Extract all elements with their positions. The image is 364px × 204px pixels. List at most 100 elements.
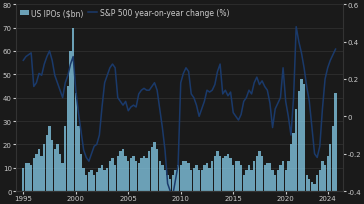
- Bar: [169, 180, 171, 191]
- Bar: [182, 161, 185, 191]
- Bar: [190, 170, 193, 191]
- Bar: [318, 170, 321, 191]
- Bar: [324, 166, 326, 191]
- Bar: [201, 170, 203, 191]
- Bar: [292, 133, 295, 191]
- Bar: [64, 126, 67, 191]
- Bar: [245, 170, 248, 191]
- Bar: [109, 161, 111, 191]
- Bar: [187, 163, 190, 191]
- Bar: [279, 166, 282, 191]
- Bar: [282, 161, 284, 191]
- Bar: [130, 159, 132, 191]
- Bar: [332, 126, 334, 191]
- Bar: [261, 156, 263, 191]
- Bar: [161, 166, 163, 191]
- Bar: [209, 168, 211, 191]
- Bar: [124, 156, 127, 191]
- Bar: [203, 166, 206, 191]
- Bar: [248, 166, 250, 191]
- Bar: [90, 170, 93, 191]
- Bar: [240, 166, 242, 191]
- Bar: [38, 149, 40, 191]
- Bar: [143, 156, 145, 191]
- Bar: [25, 163, 27, 191]
- Bar: [216, 152, 219, 191]
- Bar: [96, 173, 98, 191]
- Bar: [219, 156, 221, 191]
- Bar: [222, 159, 224, 191]
- Bar: [227, 154, 229, 191]
- Bar: [80, 154, 82, 191]
- Bar: [237, 161, 240, 191]
- Bar: [156, 149, 158, 191]
- Bar: [62, 163, 64, 191]
- Bar: [214, 156, 216, 191]
- Bar: [101, 166, 103, 191]
- Bar: [140, 159, 143, 191]
- Bar: [250, 170, 253, 191]
- Bar: [135, 161, 137, 191]
- Bar: [146, 159, 148, 191]
- Bar: [321, 161, 324, 191]
- Bar: [177, 166, 179, 191]
- Bar: [33, 159, 35, 191]
- Bar: [116, 156, 119, 191]
- Bar: [274, 175, 276, 191]
- Bar: [290, 145, 292, 191]
- Bar: [159, 161, 161, 191]
- Bar: [132, 156, 135, 191]
- Bar: [40, 156, 43, 191]
- Bar: [114, 166, 116, 191]
- Bar: [119, 152, 122, 191]
- Bar: [27, 163, 30, 191]
- Bar: [164, 170, 166, 191]
- Bar: [303, 84, 305, 191]
- Bar: [316, 175, 318, 191]
- Bar: [305, 175, 308, 191]
- Bar: [56, 145, 59, 191]
- Bar: [258, 152, 261, 191]
- Bar: [77, 126, 80, 191]
- Bar: [48, 126, 51, 191]
- Bar: [224, 156, 226, 191]
- Bar: [266, 163, 269, 191]
- Bar: [22, 168, 24, 191]
- Bar: [72, 29, 74, 191]
- Bar: [313, 184, 316, 191]
- Bar: [311, 182, 313, 191]
- Bar: [151, 147, 153, 191]
- Bar: [111, 159, 114, 191]
- Bar: [264, 166, 266, 191]
- Bar: [287, 161, 289, 191]
- Bar: [308, 180, 310, 191]
- Bar: [166, 175, 169, 191]
- Bar: [206, 163, 208, 191]
- Bar: [253, 161, 256, 191]
- Bar: [148, 152, 150, 191]
- Bar: [46, 135, 48, 191]
- Bar: [153, 142, 156, 191]
- Bar: [174, 170, 177, 191]
- Bar: [103, 170, 106, 191]
- Bar: [30, 166, 32, 191]
- Bar: [127, 161, 130, 191]
- Bar: [67, 86, 69, 191]
- Bar: [106, 168, 108, 191]
- Bar: [75, 94, 77, 191]
- Bar: [172, 175, 174, 191]
- Bar: [185, 161, 187, 191]
- Bar: [93, 175, 95, 191]
- Bar: [232, 166, 234, 191]
- Bar: [198, 170, 200, 191]
- Bar: [98, 168, 100, 191]
- Bar: [285, 170, 287, 191]
- Bar: [51, 140, 54, 191]
- Bar: [59, 154, 61, 191]
- Bar: [235, 161, 237, 191]
- Bar: [138, 163, 140, 191]
- Bar: [277, 170, 279, 191]
- Bar: [269, 163, 271, 191]
- Bar: [295, 110, 297, 191]
- Bar: [229, 159, 232, 191]
